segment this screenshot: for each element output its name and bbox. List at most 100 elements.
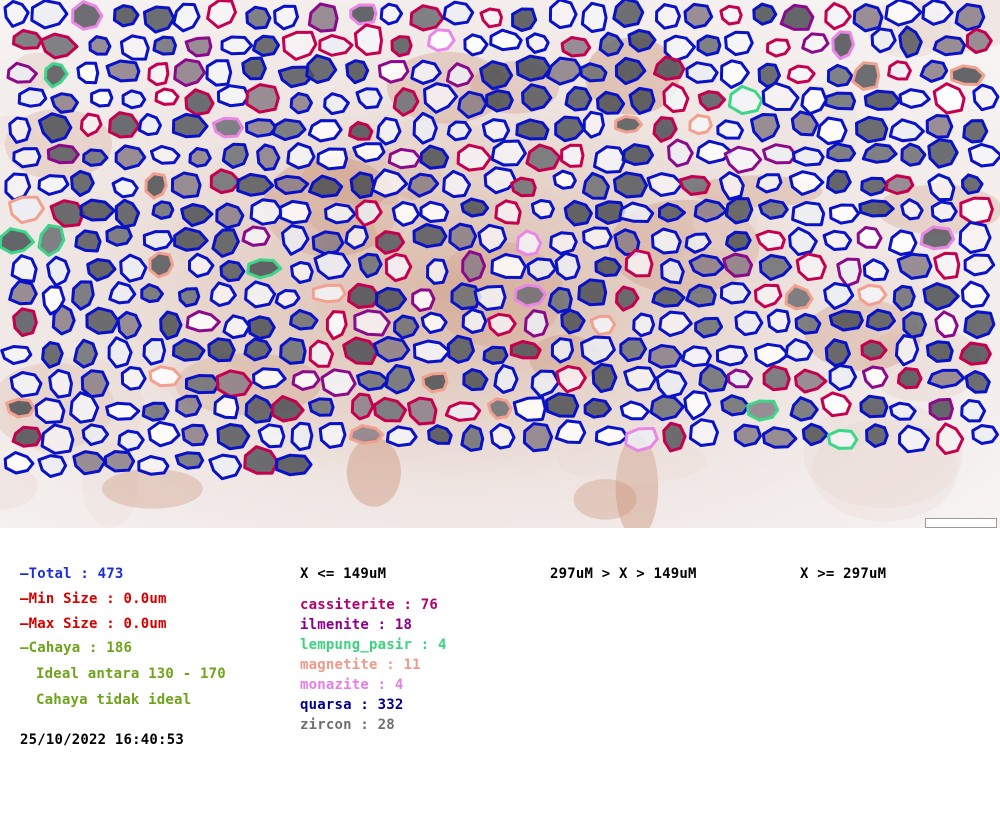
grain-outline	[683, 2, 714, 30]
grain-outline	[824, 91, 857, 111]
grain-outline	[758, 253, 793, 281]
mineral-zircon: zircon : 28	[300, 717, 395, 733]
grain-outline	[646, 172, 684, 197]
grain-outline	[49, 199, 86, 228]
grain-outline	[111, 177, 139, 199]
grain-outline	[657, 202, 686, 223]
grain-outline	[788, 226, 818, 257]
grain-outline	[934, 310, 959, 339]
grain-outline	[37, 454, 68, 478]
grain-outline	[375, 230, 405, 255]
grain-outline	[715, 344, 748, 367]
size-class-large: X >= 297uM	[800, 566, 887, 582]
grain-outline	[655, 369, 688, 399]
grain-outline	[219, 259, 246, 283]
grain-outline	[694, 316, 724, 339]
grain-outline	[460, 197, 490, 218]
grain-outline	[41, 341, 64, 369]
grain-outline	[612, 171, 649, 199]
grain-outline	[684, 232, 712, 254]
grain-outline	[828, 364, 858, 392]
grain-outline	[206, 0, 237, 29]
grain-outline	[683, 390, 712, 421]
grain-outline	[555, 365, 587, 394]
grain-outline	[320, 368, 357, 398]
grain-outline	[481, 118, 511, 143]
grain-outline	[662, 421, 687, 453]
grain-outline	[716, 119, 744, 140]
grain-outline	[120, 366, 147, 391]
grain-outline	[48, 368, 73, 399]
grain-outline	[207, 337, 236, 363]
grain-outline	[762, 364, 791, 392]
grain-outline	[85, 306, 120, 335]
grain-outline	[479, 60, 514, 91]
grain-outline	[40, 423, 75, 455]
grain-outline	[216, 84, 250, 108]
grain-outline	[852, 3, 884, 33]
grain-outline	[209, 168, 242, 195]
grain-outline	[9, 371, 43, 398]
grain-outline	[509, 339, 542, 360]
grain-outline	[108, 111, 141, 139]
grain-outline	[598, 31, 624, 57]
grain-outline	[313, 250, 352, 280]
grain-outline	[473, 284, 507, 311]
grain-outline	[107, 336, 133, 369]
grain-outline	[8, 116, 32, 144]
grain-outline	[79, 112, 103, 138]
grain-outline	[662, 82, 690, 113]
grain-outline	[174, 451, 205, 470]
grain-outline	[271, 118, 307, 142]
grain-outline	[925, 340, 954, 363]
grain-outline	[213, 394, 240, 420]
grain-outline	[627, 28, 657, 53]
grain-outline	[307, 119, 343, 143]
grain-outline	[241, 225, 271, 247]
grain-outline	[949, 64, 986, 86]
grain-outline	[583, 397, 612, 419]
grain-outline	[515, 229, 543, 257]
grain-outline	[619, 337, 648, 363]
cahaya-ideal-range: Ideal antara 130 - 170	[36, 666, 226, 682]
grain-outline	[546, 56, 584, 86]
grain-outline	[446, 334, 475, 364]
grain-outline	[860, 176, 889, 197]
stain	[0, 462, 38, 510]
grain-outline	[925, 114, 954, 139]
grain-outline	[724, 30, 754, 57]
grain-outline	[614, 115, 644, 134]
grain-outline	[147, 420, 181, 448]
grain-outline	[493, 364, 519, 394]
grain-outline	[720, 394, 750, 417]
grain-outline	[619, 400, 650, 421]
grain-outline	[152, 35, 177, 56]
grain-outline	[211, 228, 240, 258]
grain-outline	[898, 424, 930, 454]
grain-outline	[961, 173, 984, 195]
grain-outline	[490, 253, 527, 279]
grain-outline	[826, 428, 859, 450]
grain-outline	[548, 0, 578, 30]
mineral-ilmenite: ilmenite : 18	[300, 617, 413, 633]
grain-outline	[215, 202, 245, 230]
grain-outline	[407, 172, 440, 198]
grain-outline	[697, 90, 727, 112]
grain-outline	[71, 280, 95, 311]
grain-outline	[652, 116, 678, 143]
grain-outline	[761, 81, 800, 111]
grain-outline	[0, 227, 35, 255]
grain-outline	[485, 89, 514, 113]
grain-outline	[734, 310, 764, 337]
grain-outline	[755, 229, 786, 252]
grain-outline	[51, 303, 76, 336]
grain-outline	[515, 118, 550, 141]
grain-outline	[170, 171, 202, 199]
grain-outline	[954, 3, 986, 32]
grain-outline	[311, 283, 347, 304]
grain-outline	[209, 281, 237, 308]
grain-outline	[8, 195, 46, 225]
grain-outline	[615, 285, 640, 312]
grain-outline	[273, 174, 310, 195]
grain-outline	[108, 281, 137, 305]
